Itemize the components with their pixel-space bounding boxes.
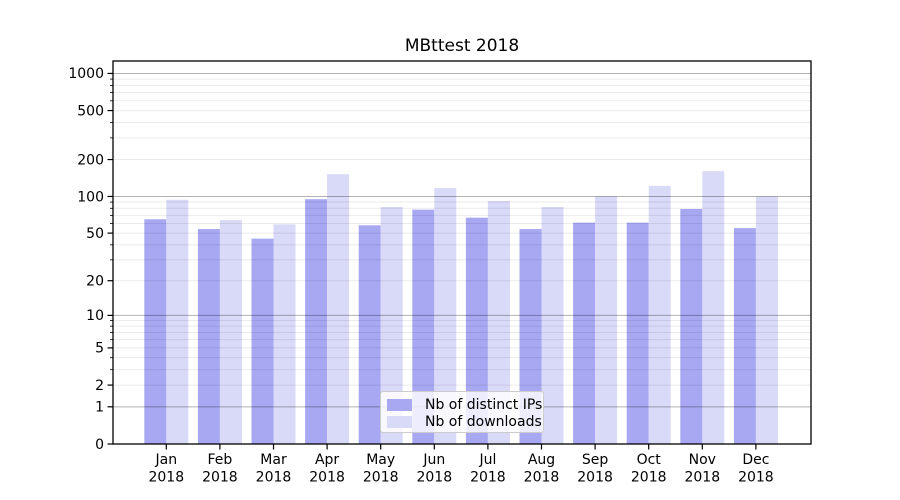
x-tick-label-month: Jul <box>478 452 496 468</box>
legend-label-downloads: Nb of downloads <box>425 413 542 430</box>
bar-distinct-ips-oct <box>626 222 649 444</box>
bar-downloads-mar <box>273 224 296 444</box>
y-tick-label: 100 <box>77 189 104 205</box>
x-tick-label-year: 2018 <box>309 470 345 486</box>
bar-downloads-may <box>380 206 403 444</box>
bar-downloads-oct <box>648 185 671 444</box>
legend-label-distinct-ips: Nb of distinct IPs <box>425 396 543 413</box>
bar-distinct-ips-jan <box>144 219 167 444</box>
x-tick-label-month: Apr <box>315 452 339 468</box>
bar-distinct-ips-dec <box>733 228 756 444</box>
x-tick-label-month: Oct <box>637 452 662 468</box>
x-tick-label-month: Sep <box>582 452 609 468</box>
chart-title: MBttest 2018 <box>404 36 520 56</box>
bar-distinct-ips-aug <box>519 229 542 444</box>
x-tick-label-month: Nov <box>689 452 716 468</box>
y-tick-label: 200 <box>77 152 104 168</box>
x-tick-label-month: Aug <box>528 452 555 468</box>
x-tick-label-month: May <box>366 452 395 468</box>
bar-distinct-ips-apr <box>305 199 328 444</box>
x-tick-label-year: 2018 <box>363 470 399 486</box>
bar-distinct-ips-jun <box>412 209 435 444</box>
x-tick-label-year: 2018 <box>148 470 184 486</box>
x-tick-label-year: 2018 <box>524 470 560 486</box>
bar-downloads-jun <box>434 188 457 444</box>
bar-downloads-aug <box>541 206 564 444</box>
x-tick-label-year: 2018 <box>577 470 613 486</box>
bar-downloads-sep <box>595 196 618 444</box>
y-tick-label: 20 <box>86 274 104 290</box>
x-tick-label-year: 2018 <box>631 470 667 486</box>
bar-distinct-ips-feb <box>197 229 220 444</box>
x-tick-label-month: Jan <box>155 452 178 468</box>
x-tick-label-year: 2018 <box>470 470 506 486</box>
bar-downloads-feb <box>219 220 242 444</box>
bar-distinct-ips-sep <box>573 222 596 444</box>
x-tick-label-year: 2018 <box>684 470 720 486</box>
bar-distinct-ips-mar <box>251 238 274 444</box>
axes-spines <box>112 60 812 445</box>
x-tick-label-month: Feb <box>208 452 233 468</box>
legend: Nb of distinct IPs Nb of downloads <box>380 391 544 433</box>
y-tick-label: 1 <box>95 400 104 416</box>
bar-downloads-apr <box>327 174 350 444</box>
x-tick-label-year: 2018 <box>256 470 292 486</box>
bar-distinct-ips-nov <box>680 208 703 444</box>
legend-item-downloads: Nb of downloads <box>387 413 542 430</box>
legend-swatch-downloads <box>387 415 412 428</box>
x-tick-label-month: Jun <box>422 452 445 468</box>
x-tick-label-year: 2018 <box>202 470 238 486</box>
bar-distinct-ips-may <box>358 225 381 444</box>
y-tick-label: 2 <box>95 378 104 394</box>
x-tick-label-year: 2018 <box>416 470 452 486</box>
bar-downloads-jul <box>487 200 510 444</box>
bar-downloads-dec <box>755 196 778 444</box>
bar-downloads-nov <box>702 171 725 445</box>
y-tick-label: 50 <box>86 226 104 242</box>
y-tick-label: 1000 <box>68 66 104 82</box>
x-tick-label-month: Dec <box>742 452 769 468</box>
legend-swatch-distinct-ips <box>387 398 412 411</box>
x-tick-label-month: Mar <box>260 452 287 468</box>
y-tick-label: 0 <box>95 437 104 453</box>
y-tick-label: 500 <box>77 103 104 119</box>
legend-item-distinct-ips: Nb of distinct IPs <box>387 396 542 413</box>
bar-distinct-ips-jul <box>465 217 488 444</box>
y-tick-label: 5 <box>95 341 104 357</box>
bar-downloads-jan <box>166 199 189 444</box>
x-tick-label-year: 2018 <box>738 470 774 486</box>
y-tick-label: 10 <box>86 308 104 324</box>
